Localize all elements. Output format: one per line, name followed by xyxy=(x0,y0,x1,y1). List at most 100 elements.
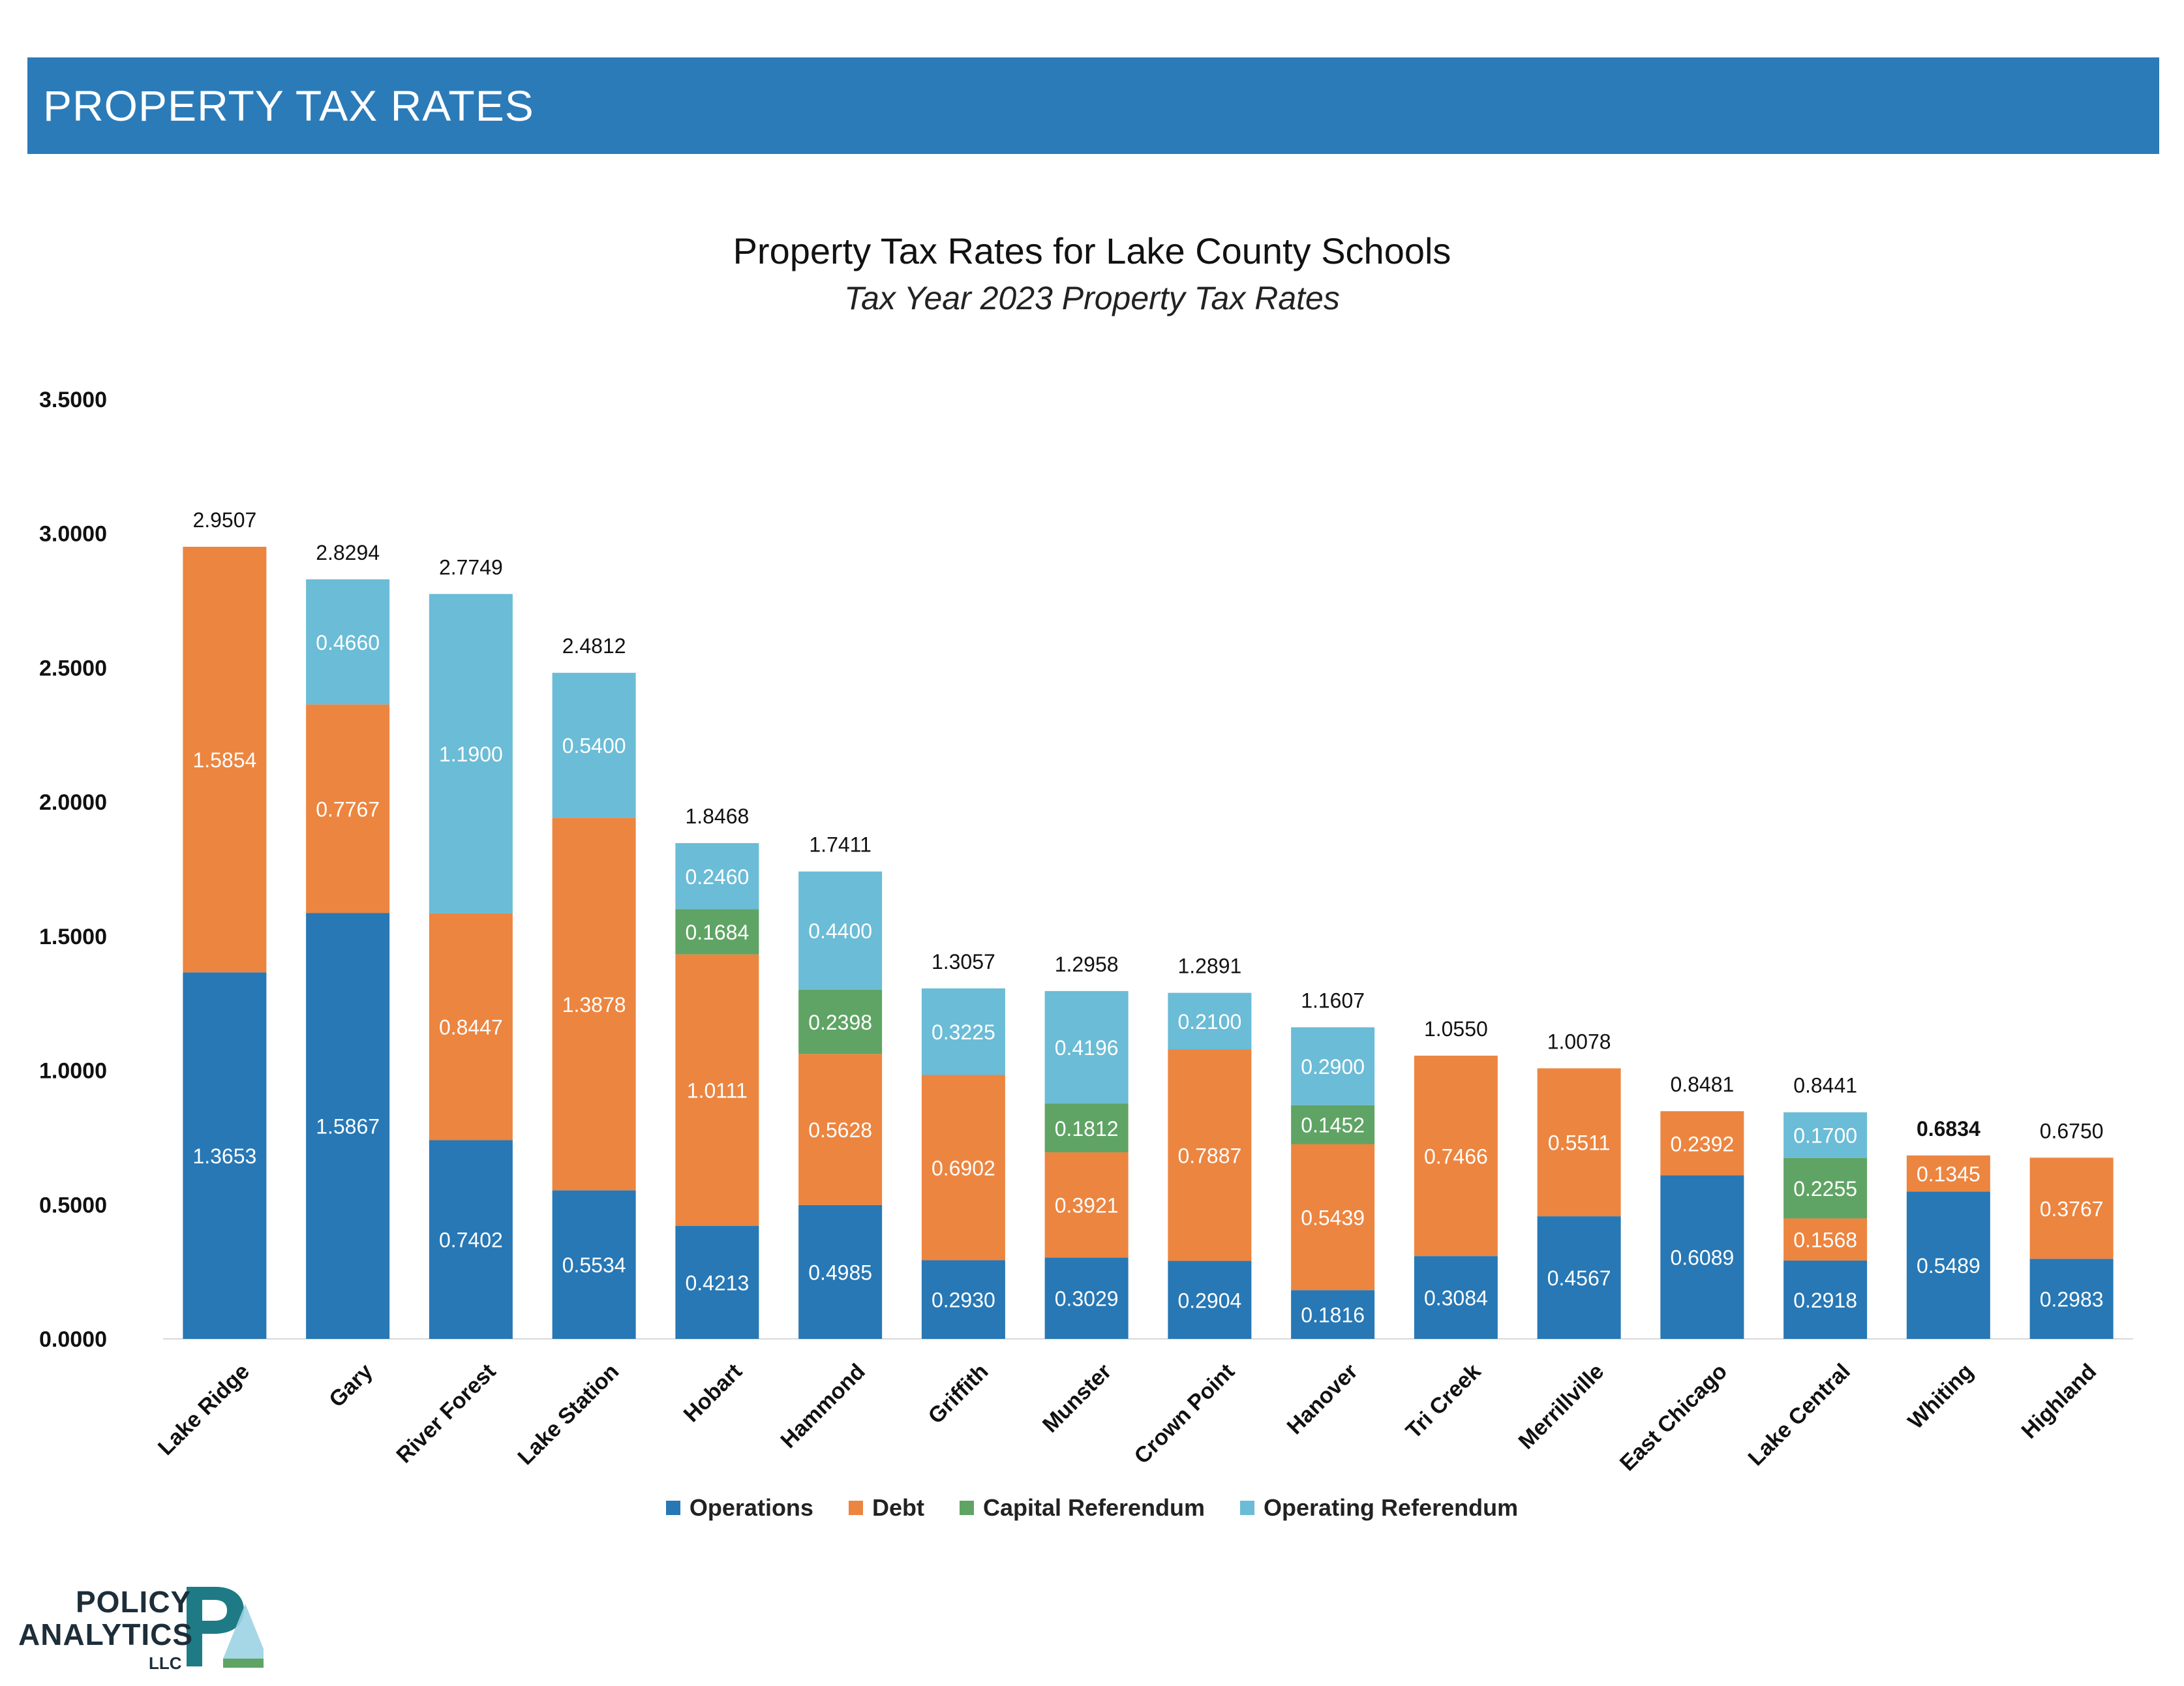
total-value-label: 0.8441 xyxy=(1793,1074,1857,1097)
legend-item: Operating Referendum xyxy=(1240,1494,1518,1522)
bar-segment-operations xyxy=(183,972,267,1339)
segment-value-label: 0.5489 xyxy=(1917,1254,1980,1278)
total-value-label: 1.3057 xyxy=(932,950,995,973)
segment-value-label: 0.2392 xyxy=(1670,1132,1734,1156)
segment-value-label: 0.4567 xyxy=(1547,1266,1611,1290)
bar-segment-operations xyxy=(798,1204,883,1339)
segment-value-label: 1.3878 xyxy=(562,993,626,1017)
y-tick-label: 1.0000 xyxy=(39,1059,107,1084)
total-value-label: 2.7749 xyxy=(439,555,503,579)
total-value-label: 2.9507 xyxy=(192,508,256,532)
x-category-label: East Chicago xyxy=(1615,1359,1732,1476)
bar-segment-operating-referendum xyxy=(306,579,390,705)
bar-segment-operations xyxy=(1783,1260,1868,1339)
bar-segment-operating-referendum xyxy=(1783,1112,1868,1158)
legend-label: Operating Referendum xyxy=(1264,1494,1519,1521)
total-value-label: 2.4812 xyxy=(562,634,626,658)
x-category-label: Hobart xyxy=(679,1359,747,1427)
bar-segment-capital-referendum xyxy=(1783,1157,1868,1219)
logo-line1: POLICY xyxy=(76,1585,192,1619)
x-category-label: River Forest xyxy=(391,1359,500,1468)
bar-segment-debt xyxy=(1291,1144,1375,1291)
bar-segment-operations xyxy=(429,1140,513,1339)
segment-value-label: 0.6089 xyxy=(1670,1246,1734,1270)
bar-segment-debt xyxy=(1906,1155,1990,1192)
segment-value-label: 0.2918 xyxy=(1793,1289,1857,1312)
y-tick-label: 2.5000 xyxy=(39,656,107,681)
bar-segment-debt xyxy=(921,1075,1005,1261)
bar-segment-operating-referendum xyxy=(675,843,759,910)
chart-legend: Operations Debt Capital Referendum Operatin… xyxy=(0,1494,2184,1522)
bar-segment-capital-referendum xyxy=(1291,1105,1375,1144)
bar-segment-operations xyxy=(1537,1216,1621,1339)
segment-value-label: 0.2930 xyxy=(932,1289,995,1312)
segment-value-label: 0.1345 xyxy=(1917,1162,1980,1186)
logo-line3: LLC xyxy=(149,1653,182,1673)
bar-segment-operations xyxy=(1044,1257,1129,1339)
total-value-label: 2.8294 xyxy=(316,541,380,564)
bar-segment-debt xyxy=(675,954,759,1226)
x-category-label: Lake Central xyxy=(1744,1359,1855,1471)
y-tick-label: 2.0000 xyxy=(39,790,107,815)
bar-segment-debt xyxy=(1537,1068,1621,1217)
y-tick-label: 0.5000 xyxy=(39,1193,107,1218)
x-category-label: Munster xyxy=(1038,1359,1116,1437)
x-category-label: Highland xyxy=(2017,1359,2102,1444)
x-category-label: Merrillville xyxy=(1513,1359,1609,1454)
bar-segment-debt xyxy=(429,913,513,1141)
segment-value-label: 1.5867 xyxy=(316,1115,380,1139)
segment-value-label: 0.5534 xyxy=(562,1253,626,1277)
bar-segment-operating-referendum xyxy=(1044,990,1129,1104)
segment-value-label: 0.3084 xyxy=(1424,1287,1488,1310)
segment-value-label: 0.5400 xyxy=(562,734,626,758)
bar-segment-debt xyxy=(1414,1055,1498,1257)
segment-value-label: 1.0111 xyxy=(687,1079,748,1103)
bar-segment-debt xyxy=(1660,1111,1744,1176)
bar-segment-debt xyxy=(1044,1152,1129,1258)
banner-title: PROPERTY TAX RATES xyxy=(43,82,534,130)
segment-value-label: 1.3653 xyxy=(192,1144,256,1168)
segment-value-label: 0.1700 xyxy=(1793,1124,1857,1148)
segment-value-label: 1.5854 xyxy=(192,748,256,772)
segment-value-label: 0.4660 xyxy=(316,631,380,654)
segment-value-label: 0.2983 xyxy=(2040,1288,2104,1311)
chart-title: Property Tax Rates for Lake County Schoo… xyxy=(733,230,1451,271)
bar-segment-operating-referendum xyxy=(429,594,513,913)
legend-label: Debt xyxy=(872,1494,924,1521)
y-tick-label: 1.5000 xyxy=(39,925,107,949)
x-category-label: Lake Ridge xyxy=(153,1359,254,1460)
legend-swatch xyxy=(665,1501,680,1515)
bar-segment-operations xyxy=(1414,1256,1498,1339)
x-category-label: Gary xyxy=(324,1359,378,1413)
segment-value-label: 0.3767 xyxy=(2040,1197,2104,1221)
bar-segment-debt xyxy=(183,546,267,973)
x-category-label: Tri Creek xyxy=(1401,1359,1486,1444)
bar-segment-operations xyxy=(306,913,390,1339)
legend-item: Capital Referendum xyxy=(959,1494,1205,1522)
segment-value-label: 0.4400 xyxy=(808,919,872,943)
bar-segment-debt xyxy=(552,818,636,1191)
segment-value-label: 0.4196 xyxy=(1055,1036,1119,1060)
total-value-label: 1.0550 xyxy=(1424,1017,1488,1041)
legend-label: Operations xyxy=(689,1494,813,1521)
total-value-label: 0.6750 xyxy=(2040,1119,2104,1142)
policy-analytics-logo xyxy=(16,1578,267,1676)
segment-value-label: 0.3921 xyxy=(1055,1194,1119,1218)
bar-segment-operating-referendum xyxy=(798,871,883,990)
legend-item: Operations xyxy=(665,1494,813,1522)
segment-value-label: 0.7887 xyxy=(1177,1144,1241,1167)
total-value-label: 1.8468 xyxy=(685,805,749,828)
segment-value-label: 0.2904 xyxy=(1177,1289,1241,1312)
x-category-label: Crown Point xyxy=(1130,1359,1239,1469)
segment-value-label: 0.5439 xyxy=(1301,1206,1365,1229)
bar-segment-debt xyxy=(1168,1049,1252,1261)
bar-segment-capital-referendum xyxy=(1044,1103,1129,1153)
x-category-label: Hammond xyxy=(776,1359,870,1453)
total-value-label: 1.2958 xyxy=(1055,953,1119,976)
segment-value-label: 0.1812 xyxy=(1055,1117,1119,1141)
bar-segment-operating-referendum xyxy=(921,988,1005,1075)
segment-value-label: 0.7767 xyxy=(316,797,380,821)
bar-segment-operations xyxy=(2029,1259,2114,1339)
segment-value-label: 0.7466 xyxy=(1424,1145,1488,1169)
